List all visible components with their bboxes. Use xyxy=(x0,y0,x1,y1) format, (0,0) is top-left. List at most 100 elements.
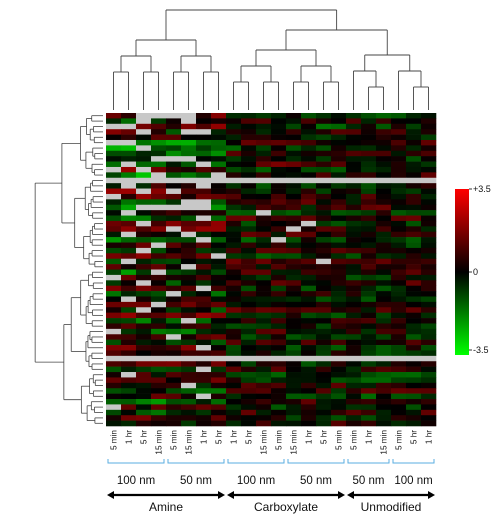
heatmap-cell xyxy=(376,247,392,254)
heatmap-cell xyxy=(256,210,272,216)
heatmap-cell xyxy=(421,161,437,168)
heatmap-cell xyxy=(406,134,422,141)
heatmap-cell xyxy=(241,361,257,367)
heatmap-cell xyxy=(181,280,197,286)
heatmap-cell xyxy=(286,323,302,330)
heatmap-cell xyxy=(166,404,182,411)
heatmap-cell xyxy=(271,269,287,276)
column-label: 1 hr xyxy=(305,430,314,444)
heatmap-cell xyxy=(421,129,437,135)
heatmap-cell xyxy=(151,345,167,351)
heatmap-cell xyxy=(256,393,272,400)
heatmap-cell xyxy=(106,366,122,373)
heatmap-cell xyxy=(406,118,422,125)
heatmap-cell xyxy=(406,301,422,308)
surface-group-label: Amine xyxy=(149,500,183,514)
heatmap-cell xyxy=(166,269,182,276)
heatmap-cell xyxy=(226,312,242,319)
heatmap-cell xyxy=(286,280,302,286)
heatmap-cell xyxy=(346,307,362,313)
heatmap-cell xyxy=(286,129,302,135)
heatmap-cell xyxy=(166,415,182,421)
heatmap-cell xyxy=(121,161,137,168)
heatmap-cell xyxy=(406,312,422,319)
heatmap-cell xyxy=(361,409,377,416)
heatmap-cell xyxy=(331,323,347,330)
heatmap-cell xyxy=(376,204,392,211)
heatmap-cell xyxy=(361,226,377,233)
heatmap-cell xyxy=(421,237,437,243)
heatmap-cell xyxy=(421,134,437,141)
heatmap-cell xyxy=(181,388,197,394)
heatmap-cell xyxy=(286,145,302,152)
heatmap-cell xyxy=(211,339,227,346)
heatmap-cell xyxy=(226,193,242,200)
heatmap-cell xyxy=(211,291,227,297)
heatmap-cell xyxy=(406,350,422,357)
heatmap-cell xyxy=(196,129,212,135)
heatmap-cell xyxy=(421,188,437,195)
heatmap-cell xyxy=(346,188,362,195)
heatmap-cell xyxy=(271,318,287,324)
heatmap-cell xyxy=(136,161,152,168)
heatmap-cell xyxy=(286,231,302,238)
heatmap-cell xyxy=(151,420,167,427)
heatmap-cell xyxy=(331,123,347,130)
heatmap-cell xyxy=(121,334,137,340)
heatmap-cell xyxy=(226,226,242,233)
heatmap-cell xyxy=(346,177,362,184)
heatmap-cell xyxy=(211,166,227,173)
heatmap-cell xyxy=(121,139,137,146)
heatmap-cell xyxy=(271,150,287,157)
heatmap-cell xyxy=(226,183,242,189)
heatmap-cell xyxy=(316,134,332,141)
heatmap-cell xyxy=(196,355,212,362)
heatmap-cell xyxy=(361,291,377,297)
heatmap-cell xyxy=(106,415,122,421)
heatmap-cell xyxy=(376,274,392,281)
heatmap-cell xyxy=(346,328,362,335)
heatmap-cell xyxy=(406,291,422,297)
heatmap-cell xyxy=(391,323,407,330)
heatmap-cell xyxy=(241,226,257,233)
heatmap-cell xyxy=(136,166,152,173)
heatmap-cell xyxy=(346,280,362,286)
heatmap-cell xyxy=(136,231,152,238)
heatmap-cell xyxy=(226,355,242,362)
heatmap-cell xyxy=(391,118,407,125)
heatmap-cell xyxy=(391,242,407,249)
heatmap-cell xyxy=(106,318,122,324)
heatmap-cell xyxy=(286,285,302,292)
heatmap-cell xyxy=(406,280,422,286)
surface-group-label: Carboxylate xyxy=(254,500,318,514)
heatmap-cell xyxy=(136,139,152,146)
heatmap-cell xyxy=(121,156,137,162)
heatmap-cell xyxy=(151,350,167,357)
heatmap-cell xyxy=(121,280,137,286)
heatmap-cell xyxy=(376,312,392,319)
heatmap-cell xyxy=(181,199,197,206)
heatmap-cell xyxy=(121,415,137,421)
heatmap-cell xyxy=(346,301,362,308)
heatmap-cell xyxy=(361,258,377,265)
heatmap-cell xyxy=(226,345,242,351)
heatmap-cell xyxy=(346,269,362,276)
heatmap-cell xyxy=(256,420,272,427)
heatmap-cell xyxy=(361,139,377,146)
heatmap-cell xyxy=(241,156,257,162)
heatmap-cell xyxy=(151,366,167,373)
heatmap-cell xyxy=(151,183,167,189)
heatmap-cell xyxy=(301,291,317,297)
heatmap-cell xyxy=(196,399,212,405)
column-label: 5 hr xyxy=(140,430,149,444)
heatmap-cell xyxy=(286,139,302,146)
heatmap-cell xyxy=(421,139,437,146)
heatmap-cell xyxy=(406,264,422,270)
heatmap-cell xyxy=(331,393,347,400)
heatmap-cell xyxy=(361,274,377,281)
heatmap-cell xyxy=(106,377,122,384)
heatmap-cell xyxy=(151,161,167,168)
heatmap-cell xyxy=(331,388,347,394)
heatmap-cell xyxy=(376,150,392,157)
heatmap-cell xyxy=(121,328,137,335)
